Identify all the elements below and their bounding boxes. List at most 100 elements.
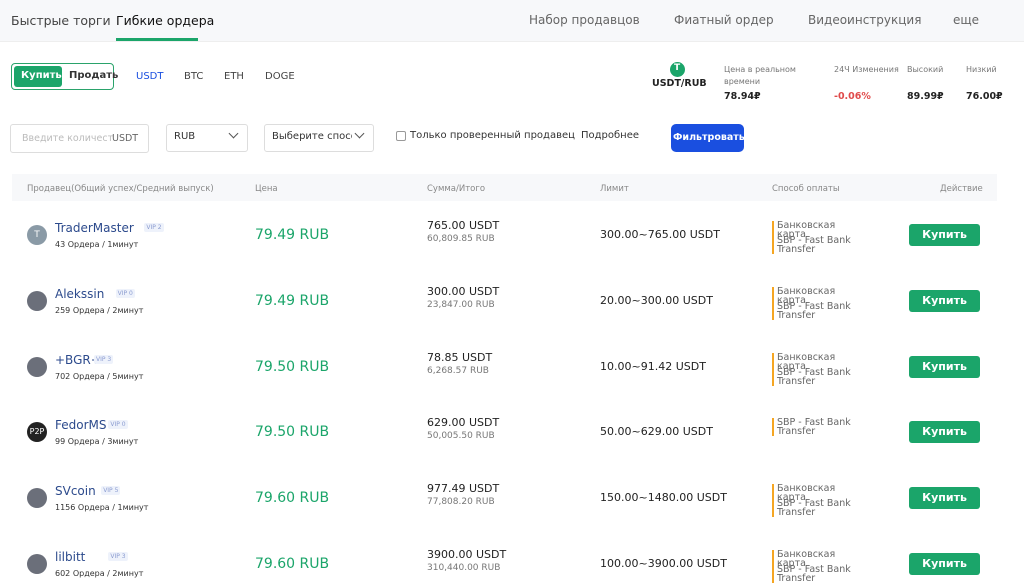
seller-name[interactable]: TraderMaster bbox=[55, 221, 134, 235]
amount: 629.00 USDT bbox=[427, 416, 500, 430]
table-header: Действие bbox=[940, 184, 983, 194]
checkbox-label[interactable]: Только проверенный продавец bbox=[410, 130, 575, 141]
seller-name[interactable]: +BGR+ bbox=[55, 352, 101, 367]
stat-value: 78.94₽ bbox=[724, 91, 761, 102]
payment-method: SBP - Fast Bank Transfer bbox=[772, 302, 867, 320]
seller-orders: 99 Ордера / 3минут bbox=[55, 437, 139, 447]
amount-unit: USDT bbox=[112, 133, 139, 144]
amount: 78.85 USDT bbox=[427, 350, 493, 364]
nav-link[interactable]: Фиатный ордер bbox=[674, 13, 774, 27]
nav-link[interactable]: Видеоинструкция bbox=[808, 13, 922, 27]
avatar: T bbox=[27, 225, 47, 245]
payment-method: Банковская карта bbox=[772, 352, 867, 371]
total: 23,847.00 RUB bbox=[427, 299, 495, 310]
stat-label: Высокий bbox=[907, 65, 944, 74]
seller-orders: 259 Ордера / 2минут bbox=[55, 305, 144, 315]
buy-button[interactable]: Купить bbox=[909, 487, 980, 510]
seller-name[interactable]: SVcoin bbox=[55, 484, 96, 499]
payment-method: SBP - Fast Bank Transfer bbox=[772, 565, 867, 583]
avatar: P2P bbox=[27, 422, 47, 443]
payment-method: SBP - Fast Bank Transfer bbox=[772, 236, 867, 254]
amount-input[interactable] bbox=[10, 124, 149, 153]
seller-name[interactable]: FedorMS bbox=[55, 418, 107, 433]
buy-button[interactable]: Купить bbox=[909, 553, 980, 575]
buy-button[interactable]: Купить bbox=[909, 289, 980, 312]
toggle-buy[interactable]: Купить bbox=[21, 70, 62, 81]
avatar bbox=[27, 488, 47, 509]
nav-tab[interactable]: Гибкие ордера bbox=[116, 13, 215, 28]
pair: USDT/RUB bbox=[652, 78, 707, 89]
table-header-bg bbox=[12, 174, 997, 201]
payment-method: Банковская карта bbox=[772, 287, 867, 305]
currency-select[interactable] bbox=[166, 124, 248, 152]
checkbox[interactable] bbox=[396, 131, 406, 141]
vip-badge: VIP 3 bbox=[94, 354, 114, 364]
table-header: Сумма/Итого bbox=[427, 184, 486, 194]
coin-tab[interactable]: DOGE bbox=[265, 71, 295, 82]
vip-badge: VIP 0 bbox=[108, 420, 128, 430]
seller-orders: 43 Ордера / 1минут bbox=[55, 240, 139, 249]
buy-button[interactable]: Купить bbox=[909, 355, 980, 378]
total: 50,005.50 RUB bbox=[427, 431, 495, 442]
stat-value: 76.00₽ bbox=[966, 91, 1003, 102]
currency: RUB bbox=[174, 131, 196, 142]
buy-button[interactable]: Купить bbox=[909, 421, 980, 444]
coin-tab[interactable]: ETH bbox=[224, 71, 244, 82]
filter-label[interactable]: Фильтровать bbox=[673, 132, 745, 143]
avatar bbox=[27, 554, 47, 574]
price: 79.60 RUB bbox=[255, 556, 330, 572]
coin-icon-letter: T bbox=[674, 63, 681, 73]
payment-method: Банковская карта bbox=[772, 484, 867, 502]
amount: 977.49 USDT bbox=[427, 482, 500, 496]
payment-method: SBP - Fast Bank Transfer bbox=[772, 367, 867, 386]
amount: 765.00 USDT bbox=[427, 219, 500, 232]
vip-badge: VIP 3 bbox=[108, 552, 128, 561]
price: 79.50 RUB bbox=[255, 424, 330, 441]
stat-label: 24Ч Изменения bbox=[834, 65, 899, 74]
top-nav bbox=[0, 0, 1024, 42]
nav-link[interactable]: Набор продавцов bbox=[529, 13, 640, 27]
limit: 100.00~3900.00 USDT bbox=[600, 557, 727, 570]
seller-orders: 602 Ордера / 2минут bbox=[55, 569, 144, 578]
payment-method: SBP - Fast Bank Transfer bbox=[772, 499, 867, 517]
seller-name[interactable]: lilbitt bbox=[55, 550, 86, 564]
stat-value: 89.99₽ bbox=[907, 91, 944, 102]
payment-select[interactable] bbox=[264, 124, 374, 152]
amount-placeholder: Введите количест bbox=[22, 133, 114, 144]
total: 310,440.00 RUB bbox=[427, 563, 501, 573]
amount: 300.00 USDT bbox=[427, 284, 500, 298]
limit: 150.00~1480.00 USDT bbox=[600, 491, 727, 505]
nav-tab[interactable]: Быстрые торги bbox=[11, 13, 111, 28]
toggle-sell[interactable]: Продать bbox=[69, 70, 119, 81]
avatar bbox=[27, 290, 47, 311]
stat-value: -0.06% bbox=[834, 91, 871, 102]
price: 79.60 RUB bbox=[255, 490, 330, 507]
payment-method: SBP - Fast Bank Transfer bbox=[772, 418, 867, 437]
toggle-active-bg bbox=[14, 66, 62, 87]
price: 79.50 RUB bbox=[255, 358, 330, 375]
coin-tab[interactable]: USDT bbox=[136, 71, 164, 82]
table-header: Продавец(Общий успех/Средний выпуск) bbox=[27, 184, 214, 194]
seller-name[interactable]: Alekssin bbox=[55, 286, 105, 301]
payment-method: Банковская карта bbox=[772, 550, 867, 568]
coin-icon bbox=[670, 62, 685, 77]
payment-method: Банковская карта bbox=[772, 221, 867, 239]
nav-link[interactable]: еще bbox=[953, 13, 980, 27]
amount: 3900.00 USDT bbox=[427, 548, 507, 561]
total: 77,808.20 RUB bbox=[427, 497, 495, 508]
price: 79.49 RUB bbox=[255, 292, 330, 309]
tab-underline bbox=[116, 38, 198, 41]
seller-orders: 702 Ордера / 5минут bbox=[55, 371, 144, 381]
toggle-box bbox=[11, 63, 114, 90]
limit: 50.00~629.00 USDT bbox=[600, 425, 713, 439]
stat-label: Цена в реальном времени bbox=[724, 65, 796, 86]
coin-tab[interactable]: BTC bbox=[184, 71, 204, 82]
price: 79.49 RUB bbox=[255, 227, 330, 243]
table-header: Цена bbox=[255, 184, 278, 194]
total: 6,268.57 RUB bbox=[427, 365, 489, 376]
filter-button[interactable] bbox=[671, 124, 744, 152]
more-link[interactable]: Подробнее bbox=[581, 130, 640, 141]
limit: 10.00~91.42 USDT bbox=[600, 359, 706, 373]
buy-button[interactable]: Купить bbox=[909, 224, 980, 246]
